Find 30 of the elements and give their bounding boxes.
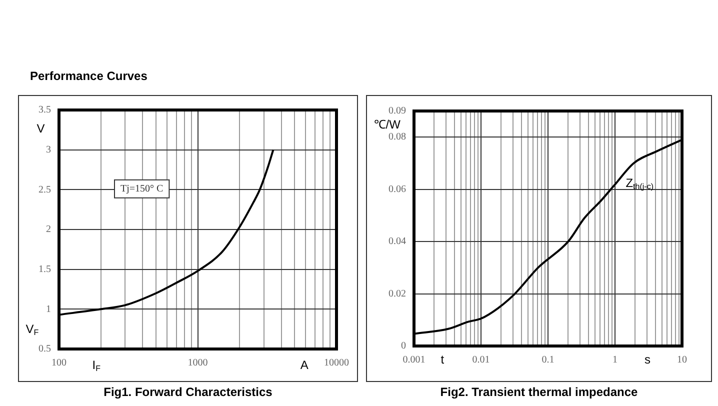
y-tick-label: 1 bbox=[46, 304, 51, 315]
y-tick-label: 0.08 bbox=[388, 132, 406, 143]
x-axis-title: t bbox=[440, 352, 445, 366]
text: Fig1. Forward Characteristics bbox=[102, 385, 274, 399]
x-tick-label: 1000 bbox=[188, 358, 208, 369]
y-tick-label: 3.5 bbox=[38, 104, 51, 116]
y-tick-label: 2.5 bbox=[38, 184, 51, 196]
x-tick-label: 0.001 bbox=[402, 354, 426, 366]
y-tick-label: 0 bbox=[401, 340, 406, 352]
x-tick-label: 10 bbox=[677, 354, 687, 366]
y-tick-label: 0.02 bbox=[388, 288, 406, 300]
y-tick-label: 2 bbox=[46, 224, 51, 236]
x-tick-label: 0.1 bbox=[542, 354, 554, 366]
y-tick-label: 0.09 bbox=[388, 106, 406, 117]
text: Fig2. Transient thermal impedance bbox=[439, 385, 639, 399]
y-tick-label: 0.5 bbox=[38, 344, 51, 355]
y-tick-label: 1.5 bbox=[38, 264, 51, 275]
text: V bbox=[36, 121, 45, 136]
x-tick-label: 0.01 bbox=[472, 354, 490, 366]
text: s bbox=[644, 352, 650, 366]
chart-subtitle: Performance Curves bbox=[30, 69, 148, 83]
y-tick-label: 0.04 bbox=[388, 236, 406, 248]
text: A bbox=[300, 358, 308, 372]
x-tick-label: 1 bbox=[612, 354, 618, 366]
y-tick-label: 0.06 bbox=[388, 184, 406, 195]
y-axis-title: ℃/W bbox=[374, 117, 402, 132]
x-tick-label: 10000 bbox=[324, 358, 349, 369]
annotation: Tj=150° C bbox=[120, 183, 164, 194]
x-tick-label: 100 bbox=[52, 358, 66, 369]
y-tick-label: 3 bbox=[46, 144, 51, 156]
